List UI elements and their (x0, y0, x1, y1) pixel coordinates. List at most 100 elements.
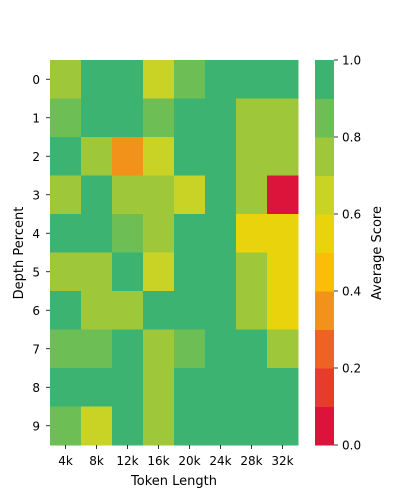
colorbar-segment (315, 175, 334, 215)
heatmap-cell (205, 406, 237, 446)
heatmap-cell (236, 214, 268, 253)
heatmap-cell (50, 214, 82, 253)
heatmap-cell (205, 175, 237, 215)
colorbar-segment (315, 291, 334, 330)
heatmap-cell (143, 175, 175, 215)
colorbar-ticks: 0.0 0.2 0.4 0.6 0.8 1.0 (334, 54, 361, 453)
heatmap-cell (81, 291, 113, 330)
heatmap-cell (143, 329, 175, 369)
heatmap-cell (81, 60, 113, 99)
y-tick-label: 4 (32, 227, 40, 241)
heatmap-cell (205, 252, 237, 292)
colorbar-label: Average Score (370, 206, 385, 300)
colorbar-tick-label: 0.4 (342, 285, 361, 299)
y-tick-label: 8 (32, 381, 40, 395)
heatmap-cell (236, 406, 268, 446)
colorbar (315, 60, 334, 446)
heatmap-cell (50, 175, 82, 215)
heatmap-cell (112, 406, 144, 446)
heatmap-cell (81, 137, 113, 176)
heatmap-cell (50, 291, 82, 330)
heatmap-cell (143, 137, 175, 176)
colorbar-tick-label: 0.6 (342, 208, 361, 222)
y-tick-label: 1 (32, 111, 40, 125)
colorbar-segment (315, 329, 334, 369)
heatmap-cell (143, 291, 175, 330)
heatmap-cell (50, 137, 82, 176)
heatmap-cell (81, 406, 113, 446)
heatmap-cell (50, 368, 82, 407)
heatmap-cell (236, 98, 268, 138)
heatmap-cell (267, 137, 299, 176)
heatmap-cell (205, 98, 237, 138)
x-tick-label: 8k (89, 454, 104, 468)
y-tick-label: 7 (32, 342, 40, 356)
y-tick-label: 6 (32, 304, 40, 318)
x-tick-label: 32k (271, 454, 293, 468)
heatmap-cell (205, 291, 237, 330)
heatmap-cell (205, 214, 237, 253)
heatmap-cell (236, 252, 268, 292)
heatmap-cell (205, 60, 237, 99)
x-axis-ticks: 4k 8k 12k 16k 20k 24k 28k 32k (58, 445, 294, 468)
heatmap-cell (112, 214, 144, 253)
y-tick-label: 0 (32, 73, 40, 87)
heatmap-cell (236, 137, 268, 176)
heatmap-cell (236, 329, 268, 369)
colorbar-tick-label: 0.2 (342, 362, 361, 376)
heatmap-cell (174, 368, 206, 407)
x-tick-label: 4k (58, 454, 73, 468)
heatmap-cell (267, 368, 299, 407)
heatmap-cell (50, 98, 82, 138)
heatmap-cell (267, 329, 299, 369)
heatmap-cell (174, 252, 206, 292)
heatmap-cell (81, 329, 113, 369)
heatmap-cell (143, 98, 175, 138)
heatmap-cell (174, 406, 206, 446)
x-tick-label: 20k (178, 454, 200, 468)
heatmap-cell (267, 214, 299, 253)
heatmap-cell (174, 214, 206, 253)
y-tick-label: 5 (32, 265, 40, 279)
heatmap-cell (267, 98, 299, 138)
heatmap-cell (205, 329, 237, 369)
heatmap-cell (81, 175, 113, 215)
heatmap-cell (267, 175, 299, 215)
heatmap-cell (236, 60, 268, 99)
heatmap-cell (112, 329, 144, 369)
colorbar-segment (315, 98, 334, 138)
x-tick-label: 12k (116, 454, 138, 468)
heatmap-cell (236, 175, 268, 215)
heatmap-cell (81, 98, 113, 138)
x-tick-label: 28k (240, 454, 262, 468)
y-axis-ticks: 0 1 2 3 4 5 6 7 8 9 (32, 73, 50, 433)
heatmap-cell (174, 98, 206, 138)
heatmap-cell (205, 137, 237, 176)
heatmap-cell (267, 291, 299, 330)
heatmap-cell (236, 368, 268, 407)
heatmap-cell (143, 406, 175, 446)
heatmap-cell (267, 406, 299, 446)
heatmap-cell (112, 175, 144, 215)
heatmap-cell (81, 214, 113, 253)
heatmap-cell (50, 329, 82, 369)
heatmap-cell (112, 137, 144, 176)
colorbar-segment (315, 252, 334, 292)
heatmap-cell (174, 329, 206, 369)
x-tick-label: 16k (147, 454, 169, 468)
heatmap-cell (205, 368, 237, 407)
colorbar-segment (315, 214, 334, 253)
heatmap-cell (112, 368, 144, 407)
heatmap-cell (174, 60, 206, 99)
colorbar-tick-label: 0.8 (342, 131, 361, 145)
colorbar-segment (315, 368, 334, 407)
heatmap-cell (143, 60, 175, 99)
x-axis-label: Token Length (130, 474, 217, 489)
heatmap-cell (81, 252, 113, 292)
heatmap-cell (50, 252, 82, 292)
heatmap-cell (112, 291, 144, 330)
heatmap-cell (112, 60, 144, 99)
y-tick-label: 3 (32, 188, 40, 202)
